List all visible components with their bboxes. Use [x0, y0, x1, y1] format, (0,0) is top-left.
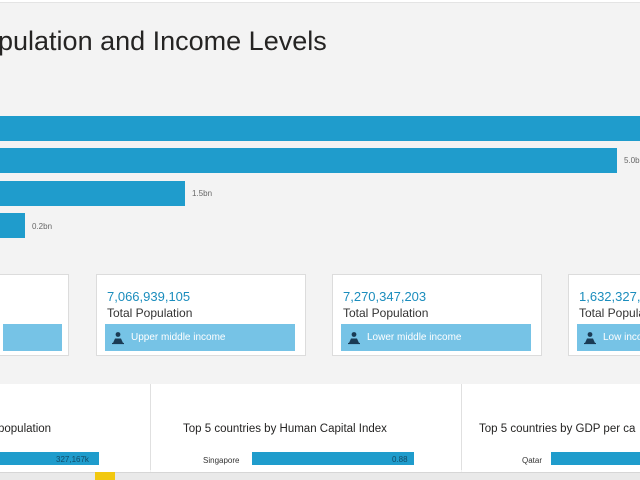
- total-population-value: 1,632,327,: [579, 289, 640, 304]
- total-population-value: 7,270,347,203: [343, 289, 427, 304]
- ranking-value: 327,167k: [56, 455, 89, 464]
- total-population-label: Total Population: [579, 306, 640, 320]
- panel-title-gdp: Top 5 countries by GDP per ca: [479, 423, 636, 435]
- income-card-upper-middle: 7,066,939,105 Total Population Upper mid…: [96, 274, 306, 356]
- income-filter-button[interactable]: Upper middle income: [105, 324, 295, 351]
- person-hand-icon: [348, 331, 360, 344]
- panel-divider: [150, 384, 151, 470]
- bar-value-label: 0.2bn: [32, 222, 53, 231]
- bar-value-label: 5.0bn: [624, 156, 640, 165]
- ranking-bar[interactable]: [252, 452, 414, 465]
- panel-title-population: population: [0, 423, 52, 435]
- page-title: pulation and Income Levels: [0, 26, 327, 56]
- bar-upper-middle-income[interactable]: [0, 148, 617, 173]
- income-level-label: Lower middle income: [367, 332, 462, 343]
- income-filter-button[interactable]: [3, 324, 62, 351]
- page-tabs-strip: [0, 472, 640, 480]
- income-card-lower-middle: 7,270,347,203 Total Population Lower mid…: [332, 274, 542, 356]
- top-border: [0, 0, 640, 3]
- total-population-label: Total Population: [343, 306, 429, 320]
- country-name: Singapore: [203, 456, 240, 465]
- income-card-high: [0, 274, 69, 356]
- income-level-label: Low inco: [603, 332, 640, 343]
- income-filter-button[interactable]: Low inco: [577, 324, 640, 351]
- total-population-label: Total Population: [107, 306, 193, 320]
- country-name: Qatar: [522, 456, 543, 465]
- total-population-value: 7,066,939,105: [107, 289, 191, 304]
- income-filter-button[interactable]: Lower middle income: [341, 324, 531, 351]
- active-page-tab[interactable]: [95, 472, 115, 480]
- person-hand-icon: [112, 331, 124, 344]
- person-hand-icon: [584, 331, 596, 344]
- panel-divider: [461, 384, 462, 470]
- bar-high-income[interactable]: [0, 116, 640, 141]
- ranking-value: 0.88: [392, 455, 408, 464]
- income-card-low: 1,632,327, Total Population Low inco: [568, 274, 640, 356]
- income-level-label: Upper middle income: [131, 332, 226, 343]
- ranking-bar[interactable]: [551, 452, 640, 465]
- bar-low-income[interactable]: [0, 213, 25, 238]
- bar-lower-middle-income[interactable]: [0, 181, 185, 206]
- panel-title-hci: Top 5 countries by Human Capital Index: [183, 423, 387, 435]
- bar-value-label: 1.5bn: [192, 189, 213, 198]
- ranking-bar[interactable]: [0, 452, 99, 465]
